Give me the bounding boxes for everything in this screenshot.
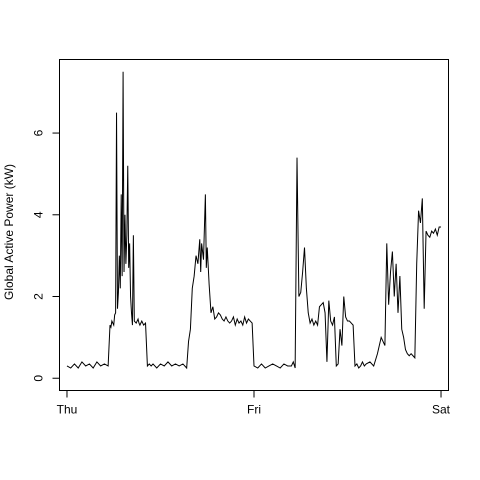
- series-line: [66, 71, 442, 370]
- y-axis-label: Global Active Power (kW): [2, 164, 16, 300]
- y-tick-label-0: 0: [32, 375, 46, 382]
- y-axis: 0 2 4 6: [32, 129, 60, 382]
- y-tick-label-2: 4: [32, 211, 46, 218]
- x-tick-label-2: Sat: [432, 403, 451, 417]
- y-tick-label-1: 2: [32, 293, 46, 300]
- x-axis: Thu Fri Sat: [57, 390, 451, 417]
- plot-frame: [59, 59, 449, 391]
- x-tick-label-0: Thu: [57, 403, 78, 417]
- x-tick-label-1: Fri: [247, 403, 261, 417]
- y-tick-label-3: 6: [32, 129, 46, 136]
